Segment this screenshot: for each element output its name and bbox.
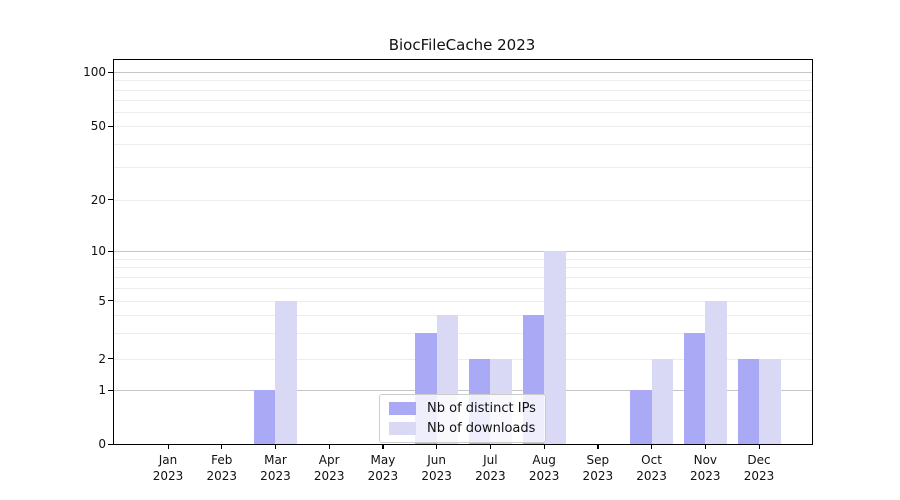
y-tick-label-50: 50 (90, 119, 106, 133)
y-tick-label-20: 20 (90, 192, 106, 207)
x-tick-feb (221, 444, 223, 449)
y-tick-label-1: 1 (98, 383, 106, 397)
y-tick-5 (108, 300, 114, 302)
y-tick-label-5: 5 (98, 293, 106, 308)
gridline-3 (114, 333, 812, 334)
bar-mar-ips (253, 390, 276, 444)
gridline-20 (114, 199, 812, 201)
x-tick-apr (328, 444, 330, 449)
x-tick-jan (167, 444, 169, 449)
gridline-50 (114, 126, 812, 127)
gridline-7 (114, 276, 812, 278)
x-tick-label-jul: Jul 2023 (475, 453, 506, 483)
bar-nov-downloads (705, 300, 727, 444)
x-tick-mar (274, 444, 277, 449)
gridline-100 (114, 72, 812, 73)
x-tick-label-oct: Oct 2023 (636, 453, 667, 483)
bar-dec-downloads (759, 358, 781, 444)
plot-area: Nb of distinct IPs Nb of downloads 0 1 2 5 1… (83, 59, 813, 483)
bar-aug-downloads (544, 251, 566, 444)
gridline-1 (114, 390, 812, 391)
gridline-2 (114, 358, 812, 360)
x-tick-may (382, 444, 384, 449)
bar-nov-ips (683, 333, 706, 444)
x-tick-label-feb: Feb 2023 (206, 453, 237, 483)
x-tick-label-may: May 2023 (367, 453, 399, 483)
legend-label-distinct-ips: Nb of distinct IPs (427, 401, 536, 416)
legend-swatch-distinct-ips (389, 402, 416, 415)
x-tick-sep (597, 444, 599, 449)
legend-label-downloads: Nb of downloads (427, 421, 536, 436)
gridline-8 (114, 267, 812, 268)
legend-item-downloads: Nb of downloads (389, 421, 536, 436)
bar-oct-downloads (651, 358, 674, 444)
y-tick-0 (108, 443, 114, 445)
x-tick-label-apr: Apr 2023 (313, 453, 345, 483)
y-tick-label-2: 2 (98, 351, 106, 366)
gridline-10 (114, 251, 812, 252)
x-tick-jun (436, 444, 438, 449)
x-tick-label-mar: Mar 2023 (260, 453, 291, 483)
gridline-9 (114, 258, 812, 260)
gridline-4 (114, 315, 812, 316)
x-tick-label-nov: Nov 2023 (690, 453, 721, 483)
gridline-6 (114, 287, 812, 289)
bar-mar-downloads (275, 300, 297, 444)
chart-title: BiocFileCache 2023 (388, 36, 536, 54)
x-tick-oct (651, 444, 653, 449)
bar-oct-ips (630, 390, 652, 444)
legend-item-distinct-ips: Nb of distinct IPs (389, 401, 536, 416)
x-tick-label-aug: Aug 2023 (528, 453, 560, 483)
x-tick-label-dec: Dec 2023 (743, 453, 775, 483)
y-tick-label-100: 100 (83, 65, 106, 79)
x-tick-jul (489, 444, 492, 449)
bar-dec-ips (737, 358, 760, 444)
y-tick-50 (108, 125, 114, 127)
gridline-40 (114, 144, 812, 145)
gridline-80 (114, 89, 812, 91)
y-tick-2 (108, 358, 114, 360)
x-tick-label-jun: Jun 2023 (421, 453, 452, 483)
legend: Nb of distinct IPs Nb of downloads (379, 394, 546, 443)
x-tick-dec (758, 444, 760, 449)
gridline-90 (114, 80, 812, 81)
x-tick-label-sep: Sep 2023 (582, 453, 614, 483)
y-tick-10 (108, 250, 114, 252)
y-tick-label-0: 0 (98, 437, 106, 451)
y-tick-label-10: 10 (90, 244, 106, 258)
y-tick-20 (108, 199, 114, 201)
gridline-60 (114, 112, 812, 113)
y-tick-1 (108, 389, 114, 391)
gridline-70 (114, 100, 812, 101)
gridline-30 (114, 167, 812, 168)
legend-swatch-downloads (389, 422, 416, 435)
x-tick-nov (704, 444, 706, 449)
y-tick-100 (108, 71, 114, 73)
x-tick-aug (543, 444, 545, 449)
gridline-5 (114, 300, 812, 302)
x-tick-label-jan: Jan 2023 (152, 453, 184, 483)
